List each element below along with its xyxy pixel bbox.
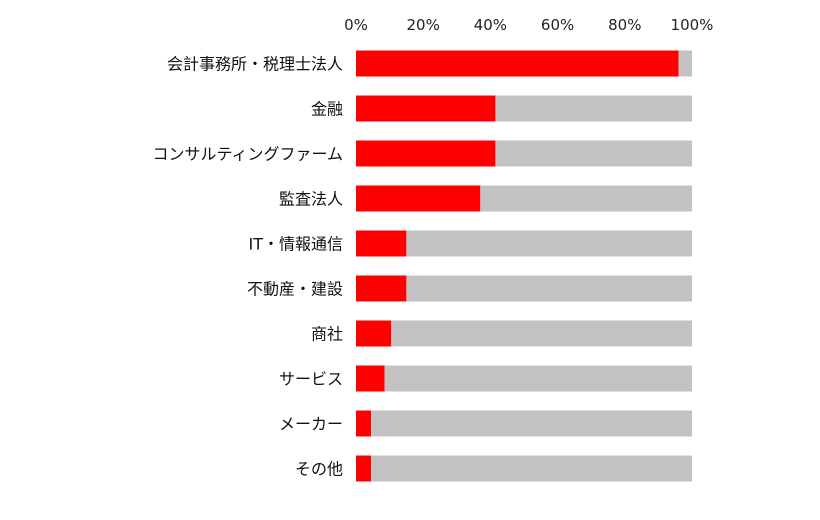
category-label: コンサルティングファーム	[152, 145, 343, 164]
bars	[356, 50, 692, 482]
bar-remainder	[495, 95, 692, 122]
category-label: メーカー	[279, 415, 343, 434]
x-tick-label: 100%	[671, 16, 714, 34]
category-label: 監査法人	[279, 190, 343, 209]
x-tick-label: 0%	[344, 16, 368, 34]
bar-share	[356, 95, 496, 122]
bar-remainder	[406, 275, 692, 302]
bar-share	[356, 365, 385, 392]
category-label: 会計事務所・税理士法人	[167, 55, 343, 74]
category-label: 金融	[311, 100, 343, 119]
category-label: 不動産・建設	[247, 280, 343, 299]
category-label: サービス	[279, 370, 343, 389]
bar-remainder	[480, 185, 692, 212]
bar-remainder	[678, 50, 692, 77]
bar-remainder	[384, 365, 692, 392]
bar-share	[356, 185, 481, 212]
bar-share	[356, 455, 372, 482]
bar-share	[356, 140, 496, 167]
bar-remainder	[406, 230, 692, 257]
category-label: その他	[295, 460, 343, 479]
bar-remainder	[371, 455, 692, 482]
x-axis-ticks: 0% 20% 40% 60% 80% 100%	[344, 16, 713, 34]
x-tick-label: 60%	[541, 16, 574, 34]
bar-share	[356, 230, 407, 257]
x-tick-label: 80%	[608, 16, 641, 34]
bar-share	[356, 410, 372, 437]
x-tick-label: 20%	[407, 16, 440, 34]
category-label: IT・情報通信	[249, 235, 344, 254]
bar-share	[356, 320, 392, 347]
category-label: 商社	[311, 325, 343, 344]
bar-share	[356, 275, 407, 302]
x-tick-label: 40%	[474, 16, 507, 34]
bar-remainder	[371, 410, 692, 437]
bar-remainder	[391, 320, 692, 347]
bar-remainder	[495, 140, 692, 167]
bar-share	[356, 50, 679, 77]
